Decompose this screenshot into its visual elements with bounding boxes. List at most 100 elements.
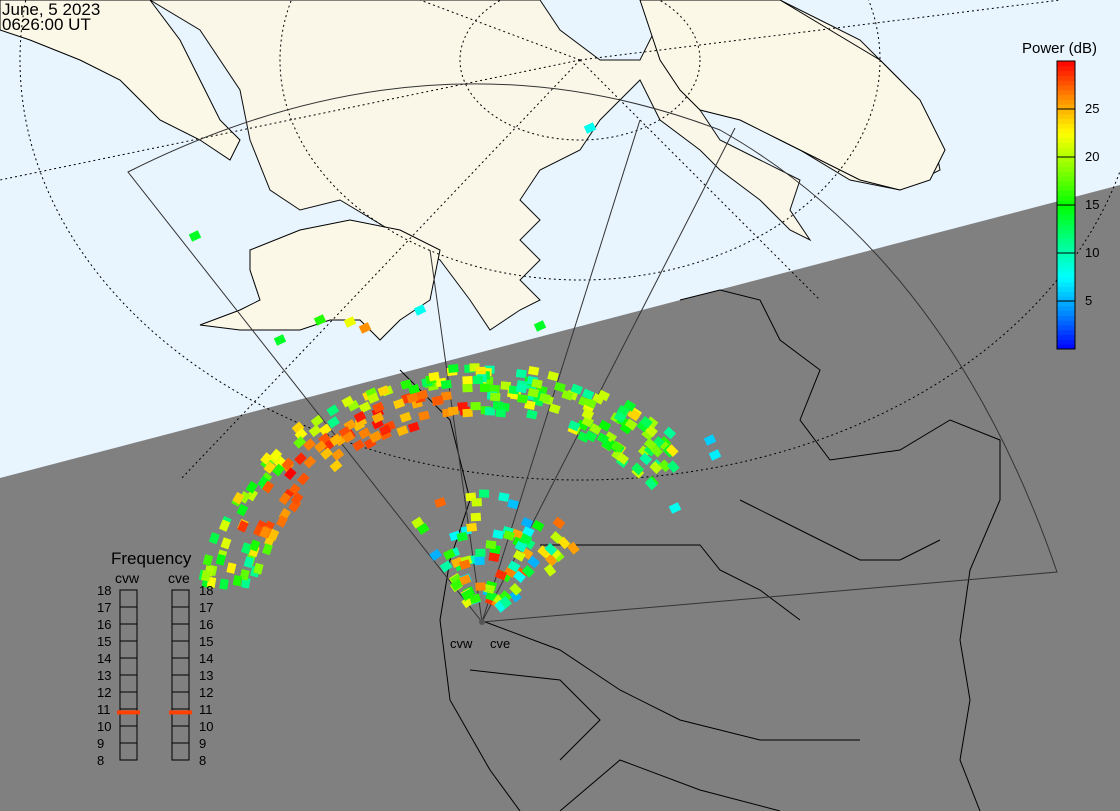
scatter-cell [499, 595, 512, 609]
scatter-cell [643, 437, 657, 451]
scatter-cell [240, 577, 251, 589]
scatter-cell [261, 543, 273, 556]
colorbar-segment [1057, 253, 1075, 259]
scatter-cell [353, 410, 367, 423]
colorbar-segment [1057, 113, 1075, 120]
scatter-cell [276, 515, 288, 528]
scatter-cell [219, 578, 229, 590]
scatter-cell [257, 475, 270, 489]
colorbar-segment [1057, 118, 1075, 124]
scatter-cell [583, 122, 597, 134]
scatter-cell [259, 526, 271, 539]
scatter-cell [358, 427, 371, 440]
scatter-cell [406, 392, 419, 404]
scatter-cell [526, 409, 538, 420]
scatter-cell [509, 582, 522, 596]
scatter-cell [488, 552, 500, 563]
scatter-cell [470, 401, 481, 411]
scatter-cell [462, 383, 473, 393]
frequency-tick-right: 11 [199, 702, 213, 717]
scatter-cell [511, 528, 524, 540]
scatter-cell [294, 428, 308, 441]
scatter-cell [515, 368, 527, 379]
scatter-cell [503, 566, 517, 578]
frequency-tick-right: 14 [199, 651, 214, 666]
scatter-cell [610, 440, 624, 453]
scatter-cell [450, 578, 464, 592]
scatter-cell [399, 411, 412, 423]
scatter-cell [253, 562, 264, 575]
frequency-tick-right: 12 [199, 685, 214, 700]
radar-site-marker [479, 619, 485, 625]
colorbar-segment [1057, 65, 1075, 72]
scatter-cell [243, 556, 255, 569]
scatter-cell [494, 599, 507, 613]
scatter-cell [494, 569, 508, 581]
scatter-cell [604, 431, 618, 444]
scatter-cell [627, 409, 641, 422]
scatter-cell [616, 452, 629, 465]
scatter-cell [658, 459, 672, 473]
colorbar-title: Power (dB) [1022, 40, 1098, 57]
radar-label-cvw: cvw [450, 636, 473, 651]
scatter-cell [418, 410, 430, 421]
colorbar-segment [1057, 344, 1075, 350]
scatter-cell [520, 517, 534, 529]
colorbar-segment [1057, 205, 1075, 211]
scatter-cell [479, 489, 490, 498]
colorbar-segment [1057, 224, 1075, 230]
frequency-tick-left: 10 [97, 719, 112, 734]
scatter-cell [513, 570, 526, 583]
scatter-cell [281, 457, 295, 471]
scatter-cell [241, 542, 252, 555]
scatter-cell [291, 492, 304, 506]
scatter-cell [492, 529, 504, 540]
colorbar-segment [1057, 166, 1075, 172]
scatter-cell [443, 548, 456, 561]
scatter-cell [338, 425, 352, 439]
frequency-panel [117, 589, 192, 761]
scatter-cell [631, 462, 645, 476]
frequency-marker-cve [169, 710, 192, 715]
scatter-cell [483, 583, 496, 594]
scatter-cell [284, 467, 297, 481]
scatter-cell [639, 415, 653, 429]
scatter-cell [342, 431, 356, 444]
scatter-cell [208, 532, 220, 545]
scatter-cell [507, 560, 521, 573]
scatter-cell [527, 365, 540, 376]
colorbar-tick-label: 20 [1085, 149, 1100, 164]
scatter-cell [624, 418, 638, 431]
frequency-tick-left: 16 [97, 617, 112, 632]
frequency-marker-cvw [117, 710, 140, 715]
scatter-cell [489, 384, 500, 394]
scatter-cell [644, 477, 658, 491]
scatter-cell [475, 548, 486, 558]
scatter-cell [584, 430, 598, 443]
scatter-cell [519, 533, 533, 545]
frequency-tick-right: 10 [199, 719, 214, 734]
frequency-tick-left: 11 [97, 702, 111, 717]
colorbar-segment [1057, 89, 1075, 96]
scatter-cell [498, 492, 510, 502]
scatter-cell [538, 392, 551, 404]
scatter-cell [623, 399, 637, 412]
scatter-cell [456, 531, 469, 542]
scatter-cell [457, 401, 468, 411]
frequency-tick-left: 8 [97, 753, 105, 768]
scatter-cell [503, 530, 516, 541]
colorbar-segment [1057, 243, 1075, 249]
frequency-tick-right: 16 [199, 617, 214, 632]
scatter-cell [665, 444, 679, 457]
scatter-cell [432, 395, 444, 405]
scatter-cell [278, 492, 291, 506]
colorbar-segment [1057, 104, 1075, 110]
scatter-cell [461, 589, 474, 601]
colorbar-segment [1057, 161, 1075, 168]
colorbar-segment [1057, 305, 1075, 312]
colorbar-segment [1057, 214, 1075, 220]
scatter-cell [372, 401, 385, 414]
scatter-cell [527, 387, 540, 398]
colorbar-segment [1057, 339, 1075, 345]
